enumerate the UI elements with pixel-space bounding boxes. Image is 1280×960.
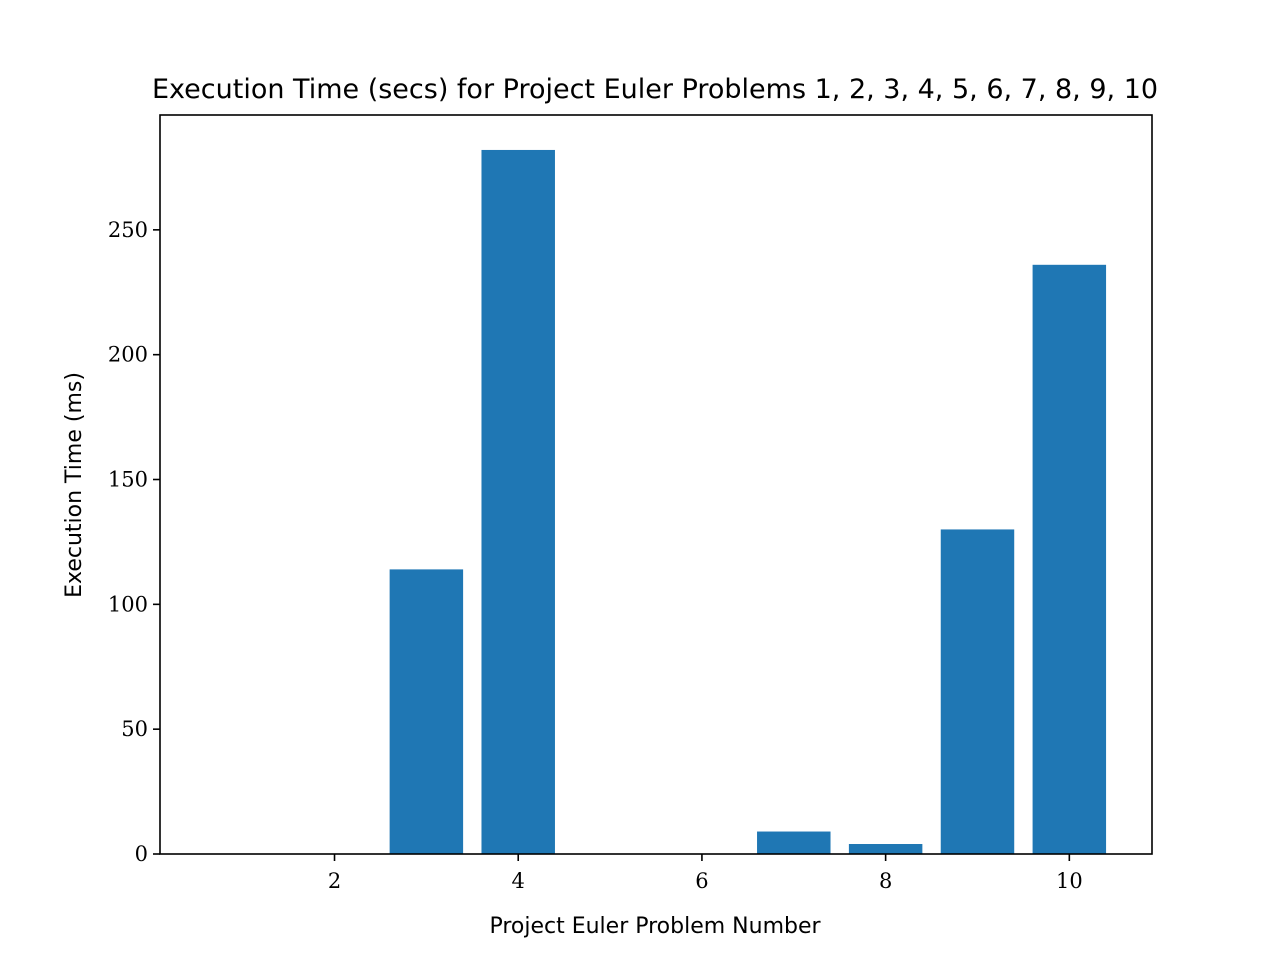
bar-problem-3 bbox=[389, 569, 464, 854]
y-tick-label-250: 250 bbox=[108, 218, 148, 242]
x-tick-label-8: 8 bbox=[879, 869, 892, 893]
bar-problem-7 bbox=[757, 831, 831, 854]
y-tick-label-50: 50 bbox=[121, 717, 148, 741]
bar-problem-9 bbox=[940, 529, 1015, 854]
x-tick-label-6: 6 bbox=[695, 869, 708, 893]
y-tick-label-200: 200 bbox=[108, 343, 148, 367]
bar-problem-8 bbox=[848, 844, 923, 854]
bars-group bbox=[389, 149, 1107, 854]
y-tick-label-150: 150 bbox=[108, 468, 148, 492]
y-axis: 0 50 100 150 200 250 bbox=[108, 218, 160, 866]
bar-problem-10 bbox=[1032, 264, 1107, 854]
plot-frame bbox=[159, 114, 1153, 855]
chart-title: Execution Time (secs) for Project Euler … bbox=[152, 74, 1158, 105]
bar-problem-4 bbox=[481, 149, 555, 854]
x-axis: 2 4 6 8 10 bbox=[328, 854, 1083, 893]
x-axis-label: Project Euler Problem Number bbox=[489, 914, 821, 939]
x-tick-label-2: 2 bbox=[328, 869, 341, 893]
y-tick-label-100: 100 bbox=[108, 592, 148, 616]
x-tick-label-4: 4 bbox=[512, 869, 525, 893]
y-tick-label-0: 0 bbox=[135, 842, 148, 866]
y-axis-label: Execution Time (ms) bbox=[62, 372, 87, 598]
x-tick-label-10: 10 bbox=[1056, 869, 1083, 893]
